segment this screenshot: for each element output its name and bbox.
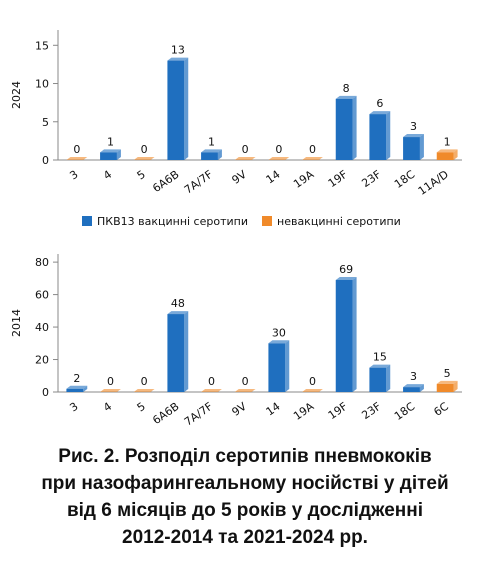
legend-label: ПКВ13 вакцинні серотипи bbox=[97, 215, 248, 228]
value-label: 15 bbox=[373, 351, 387, 364]
bar-top bbox=[302, 389, 323, 392]
bar bbox=[167, 314, 185, 392]
caption-line: при назофарингеальному носійстві у дітей bbox=[41, 473, 448, 494]
bar bbox=[100, 152, 117, 160]
value-label: 0 bbox=[309, 143, 316, 156]
legend-swatch bbox=[262, 216, 272, 226]
bar-top bbox=[66, 385, 88, 389]
bar-side bbox=[352, 95, 357, 160]
value-label: 0 bbox=[309, 375, 316, 388]
bar bbox=[167, 60, 185, 160]
bar-side bbox=[184, 311, 189, 392]
value-label: 1 bbox=[208, 135, 215, 148]
y-tick-label: 10 bbox=[35, 78, 49, 91]
bar-top bbox=[234, 157, 256, 160]
bar-top bbox=[369, 111, 391, 115]
bar-top bbox=[302, 157, 323, 160]
bar-top bbox=[100, 389, 121, 392]
bar-side bbox=[83, 385, 88, 392]
bar-top bbox=[167, 311, 189, 315]
bar-side bbox=[386, 111, 391, 160]
caption-line: від 6 місяців до 5 років у дослідженні bbox=[67, 500, 423, 521]
bar-top bbox=[403, 134, 424, 138]
bar-side bbox=[453, 149, 458, 160]
bar-top bbox=[133, 389, 155, 392]
value-label: 0 bbox=[141, 143, 148, 156]
value-label: 0 bbox=[208, 375, 215, 388]
bar bbox=[369, 114, 387, 160]
y-tick-label: 5 bbox=[42, 116, 49, 129]
y-tick-label: 0 bbox=[42, 386, 49, 399]
value-label: 13 bbox=[171, 44, 185, 57]
y-tick-label: 20 bbox=[35, 354, 49, 367]
bar-top bbox=[268, 340, 290, 344]
bar-top bbox=[234, 389, 256, 392]
bar-top bbox=[335, 276, 357, 280]
bar-top bbox=[201, 149, 222, 153]
bar-side bbox=[352, 276, 357, 392]
value-label: 5 bbox=[444, 367, 451, 380]
value-label: 30 bbox=[272, 326, 286, 339]
value-label: 3 bbox=[410, 120, 417, 133]
value-label: 0 bbox=[107, 375, 114, 388]
bar-top bbox=[369, 364, 391, 368]
value-label: 2 bbox=[73, 372, 80, 385]
value-label: 8 bbox=[343, 82, 350, 95]
caption-line: Рис. 2. Розподіл серотипів пневмококів bbox=[58, 446, 431, 467]
y-tick-label: 60 bbox=[35, 289, 49, 302]
caption-line: 2012-2014 та 2021-2024 рр. bbox=[122, 527, 368, 548]
y-tick-label: 80 bbox=[35, 256, 49, 269]
bar-top bbox=[403, 384, 424, 388]
bar-side bbox=[285, 340, 290, 392]
bar-top bbox=[133, 157, 155, 160]
value-label: 1 bbox=[107, 135, 114, 148]
bar-top bbox=[268, 157, 290, 160]
bar-top bbox=[66, 157, 88, 160]
value-label: 0 bbox=[275, 143, 282, 156]
y-tick-label: 40 bbox=[35, 321, 49, 334]
value-label: 48 bbox=[171, 297, 185, 310]
bar bbox=[436, 152, 454, 160]
bar-side bbox=[386, 364, 391, 392]
bar-side bbox=[419, 384, 424, 392]
bar-top bbox=[436, 149, 458, 153]
bar bbox=[436, 383, 454, 392]
y-tick-label: 15 bbox=[35, 39, 49, 52]
legend-swatch bbox=[82, 216, 92, 226]
bar bbox=[403, 387, 420, 392]
value-label: 0 bbox=[73, 143, 80, 156]
bar bbox=[403, 137, 420, 160]
bar-top bbox=[436, 380, 458, 384]
bar-side bbox=[217, 149, 222, 160]
legend-label: невакцинні серотипи bbox=[277, 215, 401, 228]
bar bbox=[335, 98, 353, 160]
value-label: 0 bbox=[141, 375, 148, 388]
value-label: 0 bbox=[242, 143, 249, 156]
bar bbox=[66, 388, 84, 392]
y-axis-label: 2024 bbox=[10, 81, 23, 109]
bar bbox=[201, 152, 218, 160]
bar-top bbox=[100, 149, 121, 153]
y-tick-label: 0 bbox=[42, 154, 49, 167]
bar-top bbox=[167, 57, 189, 61]
value-label: 3 bbox=[410, 370, 417, 383]
bar bbox=[369, 367, 387, 392]
value-label: 6 bbox=[376, 97, 383, 110]
bar bbox=[335, 279, 353, 392]
bar-top bbox=[335, 95, 357, 99]
bar bbox=[268, 343, 286, 392]
bar-side bbox=[184, 57, 189, 160]
bar-side bbox=[116, 149, 121, 160]
bar-side bbox=[419, 134, 424, 160]
bar-side bbox=[453, 380, 458, 392]
value-label: 69 bbox=[339, 263, 353, 276]
value-label: 1 bbox=[444, 135, 451, 148]
y-axis-label: 2014 bbox=[10, 309, 23, 337]
value-label: 0 bbox=[242, 375, 249, 388]
bar-top bbox=[201, 389, 222, 392]
